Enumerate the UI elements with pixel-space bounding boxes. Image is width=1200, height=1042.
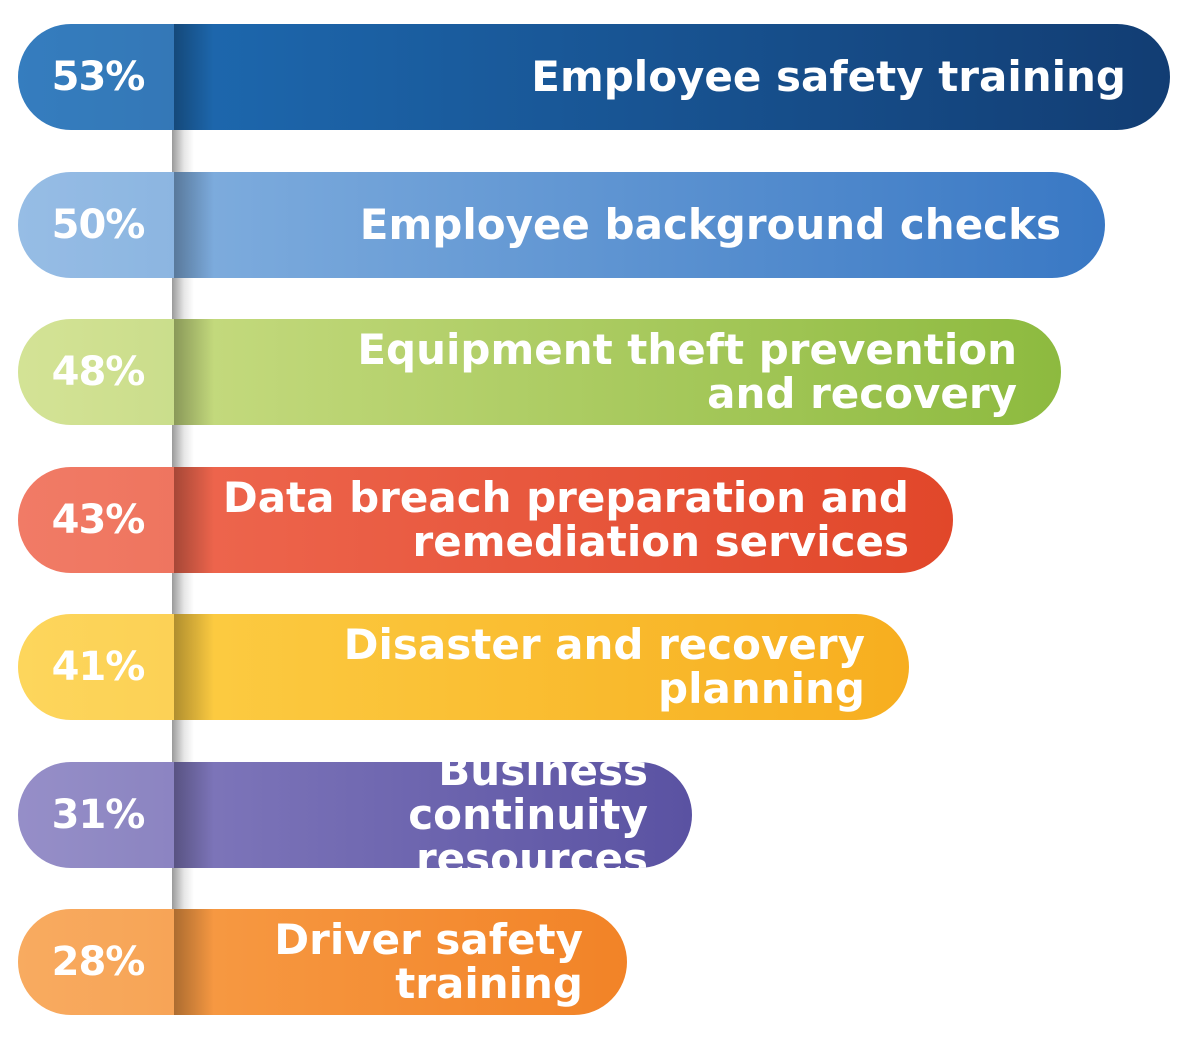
bar: 43% Data breach preparation and remediati… — [18, 467, 953, 573]
bar-category-label: Business continuity resources — [408, 762, 648, 868]
bar-category-label: Disaster and recovery planning — [343, 620, 865, 713]
bar: 48% Equipment theft prevention and recove… — [18, 319, 1061, 425]
bar-value-zone — [18, 172, 174, 278]
bar-value-label: 53% — [51, 54, 146, 100]
bar-value-label: 43% — [51, 497, 146, 543]
bar-category-label: Data breach preparation and remediation … — [222, 473, 909, 566]
bar-divider-shade — [174, 762, 214, 868]
bar-value-label: 28% — [51, 939, 146, 985]
bar-value-label: 31% — [51, 792, 146, 838]
bar-category-label: Employee safety training — [531, 52, 1126, 101]
bar-value-zone — [18, 614, 174, 720]
bar-divider-shade — [174, 467, 214, 573]
bar-divider-shade — [174, 24, 214, 130]
bar-value-zone — [18, 762, 174, 868]
bar-category-label: Driver safety training — [274, 915, 583, 1008]
bar-category-label: Employee background checks — [359, 200, 1061, 249]
bar-divider-shade — [174, 172, 214, 278]
bar: 50% Employee background checks — [18, 172, 1105, 278]
bar: 28% Driver safety training — [18, 909, 627, 1015]
bar: 53% Employee safety training — [18, 24, 1170, 130]
bar-category-label: Equipment theft prevention and recovery — [357, 325, 1017, 418]
bar-value-zone — [18, 909, 174, 1015]
bar: 41% Disaster and recovery planning — [18, 614, 909, 720]
bar-value-label: 48% — [51, 349, 146, 395]
bar-value-label: 50% — [51, 202, 146, 248]
bar-value-label: 41% — [51, 644, 146, 690]
bar-value-zone — [18, 467, 174, 573]
bar-value-zone — [18, 319, 174, 425]
bar-divider-shade — [174, 614, 214, 720]
bar: 31% Business continuity resources — [18, 762, 692, 868]
bar-divider-shade — [174, 909, 214, 1015]
bar-value-zone — [18, 24, 174, 130]
bar-divider-shade — [174, 319, 214, 425]
